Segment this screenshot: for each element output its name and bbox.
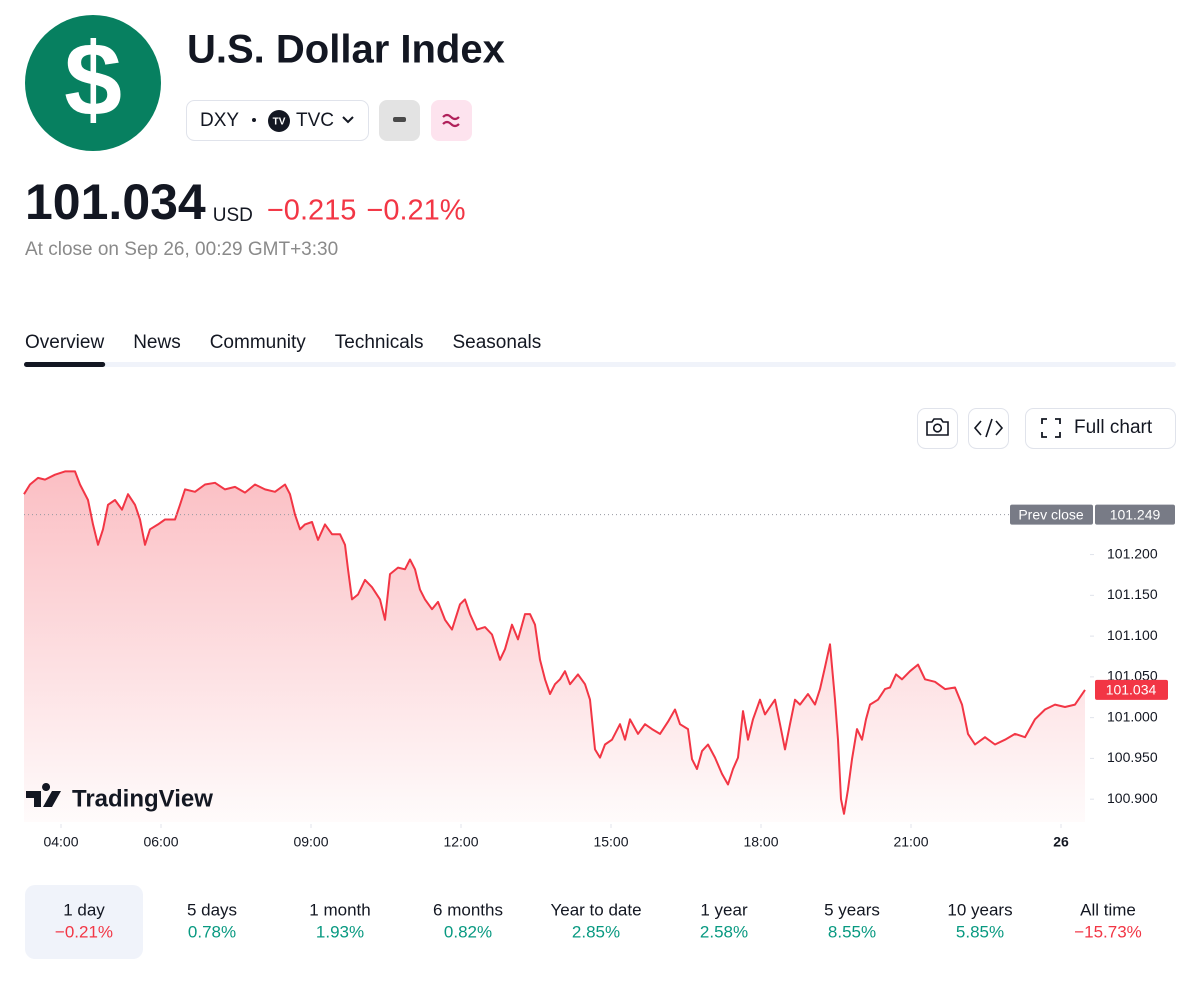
range-active-bg xyxy=(25,885,143,959)
range-change: 1.93% xyxy=(316,922,364,941)
range-change: 0.78% xyxy=(188,922,236,941)
range-change: −15.73% xyxy=(1074,922,1142,941)
status: At close on Sep 26, 00:29 GMT+3:30 xyxy=(25,239,338,260)
change: −0.215 xyxy=(267,195,357,227)
range-label[interactable]: 1 month xyxy=(309,900,370,919)
range-label[interactable]: 1 year xyxy=(700,900,748,919)
logo xyxy=(25,15,161,151)
x-tick-label: 15:00 xyxy=(593,834,628,850)
tab-track xyxy=(24,362,1176,367)
separator-dot xyxy=(252,118,256,122)
range-label[interactable]: All time xyxy=(1080,900,1136,919)
prev-close-label: Prev close xyxy=(1018,506,1084,522)
x-tick-label: 18:00 xyxy=(743,834,778,850)
y-tick-label: 101.000 xyxy=(1107,708,1158,724)
x-tick-label: 21:00 xyxy=(893,834,928,850)
badge-pink[interactable] xyxy=(431,100,472,141)
prev-close-tag xyxy=(1010,504,1093,525)
range-label[interactable]: 1 day xyxy=(63,900,105,919)
badge-approx xyxy=(442,113,460,128)
x-tick-label: 04:00 xyxy=(43,834,78,850)
watermark: TradingView xyxy=(72,785,213,812)
x-tick-label: 06:00 xyxy=(143,834,178,850)
chart: 101.200 101.150 101.100 101.050 101.000 100.9… xyxy=(23,470,1175,850)
title: U.S. Dollar Index xyxy=(187,28,505,72)
tabs: Overview News Community Technicals Seasonals xyxy=(24,332,541,367)
y-tick-label: 101.200 xyxy=(1107,545,1158,561)
currency: USD xyxy=(213,205,253,226)
exchange-icon xyxy=(268,110,290,132)
tab[interactable]: Seasonals xyxy=(453,332,542,353)
tab[interactable]: Technicals xyxy=(335,332,424,353)
x-tick-label: 12:00 xyxy=(443,834,478,850)
range-label[interactable]: 5 days xyxy=(187,900,237,919)
exchange-icon-glyph: TV xyxy=(273,117,286,128)
range-change: 5.85% xyxy=(956,922,1004,941)
y-tick-label: 101.050 xyxy=(1107,668,1158,684)
range-change: 2.85% xyxy=(572,922,620,941)
last-price-tag xyxy=(1095,679,1168,700)
range-selector: 1 day −0.21% 5 days 0.78% 1 month 1.93% 6 mont… xyxy=(25,885,1142,959)
symbol: DXY xyxy=(200,110,239,131)
range-change: 0.82% xyxy=(444,922,492,941)
x-tick-label: 09:00 xyxy=(293,834,328,850)
price: 101.034 xyxy=(25,174,206,230)
tab-active-indicator xyxy=(24,362,106,367)
badge-dash xyxy=(393,117,406,122)
chevron xyxy=(342,116,354,124)
tab[interactable]: News xyxy=(133,332,181,353)
prev-close-value: 101.249 xyxy=(1110,506,1161,522)
range-change: −0.21% xyxy=(55,922,113,941)
camera-icon xyxy=(926,418,949,436)
full-chart-button[interactable] xyxy=(1025,408,1176,449)
camera-lens xyxy=(932,423,943,433)
snapshot-button[interactable] xyxy=(917,408,958,449)
watermark-logo xyxy=(26,783,61,807)
price-line xyxy=(23,470,1086,815)
last-price-label: 101.034 xyxy=(1106,682,1157,698)
range-change: 2.58% xyxy=(700,922,748,941)
logo-glyph: $ xyxy=(64,22,122,138)
y-tick-label: 101.100 xyxy=(1107,627,1158,643)
y-tick-label: 100.900 xyxy=(1107,790,1158,806)
prev-close-value-tag xyxy=(1095,504,1175,525)
area-fill xyxy=(24,471,1085,822)
range-label[interactable]: 5 years xyxy=(824,900,880,919)
range-label[interactable]: 6 months xyxy=(433,900,503,919)
change-percent: −0.21% xyxy=(366,195,465,227)
fullscreen-icon xyxy=(1041,418,1061,438)
y-tick-label: 101.150 xyxy=(1107,586,1158,602)
range-label[interactable]: 10 years xyxy=(947,900,1012,919)
y-tick-label: 100.950 xyxy=(1107,749,1158,765)
range-label[interactable]: Year to date xyxy=(550,900,641,919)
tab[interactable]: Community xyxy=(210,332,307,353)
code-icon xyxy=(973,418,1004,438)
full-chart-label: Full chart xyxy=(1074,417,1153,438)
exchange: TVC xyxy=(296,110,334,131)
range-change: 8.55% xyxy=(828,922,876,941)
tab[interactable]: Overview xyxy=(25,332,104,353)
x-tick-label: 26 xyxy=(1053,834,1069,850)
